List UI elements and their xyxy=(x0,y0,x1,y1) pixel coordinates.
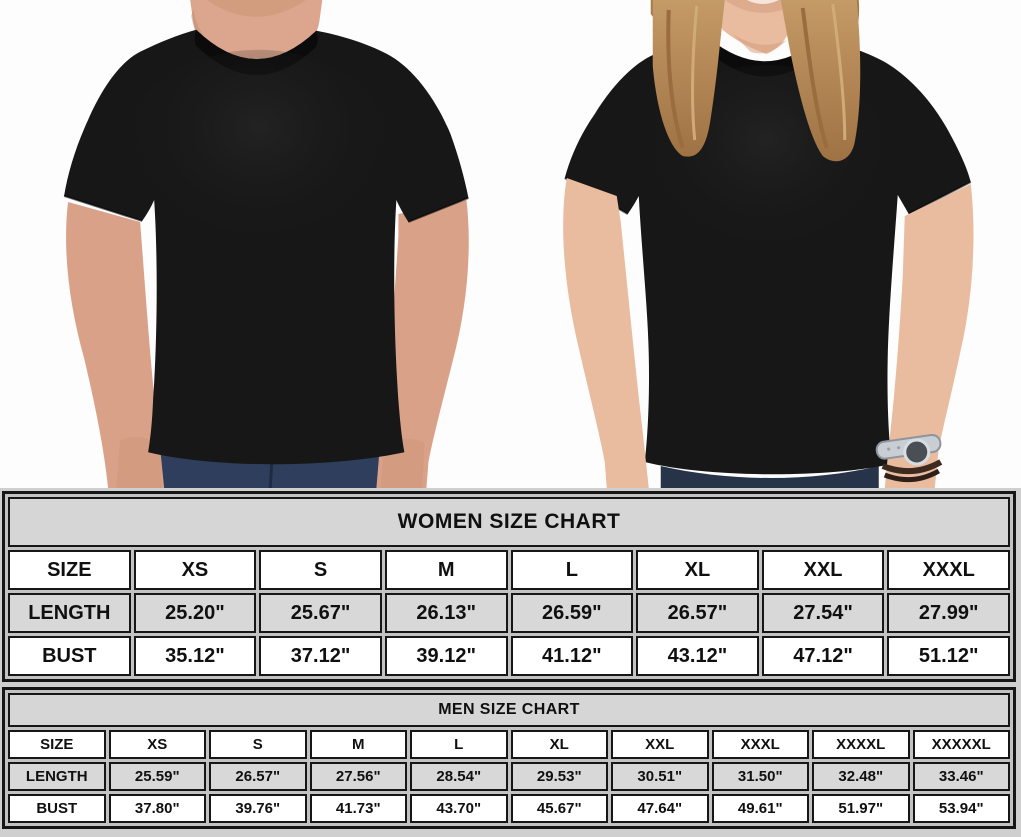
bust-row: BUST 37.80" 39.76" 41.73" 43.70" 45.67" 47.64"… xyxy=(8,794,1010,823)
bust-value-cell: 35.12" xyxy=(133,636,257,676)
length-value-cell: 29.53" xyxy=(510,762,608,791)
length-value-cell: 26.57" xyxy=(209,762,307,791)
size-column-header: XL xyxy=(510,730,608,759)
bust-row-header: BUST xyxy=(8,794,106,823)
bust-value-cell: 51.12" xyxy=(887,636,1010,676)
chart-title-row: MEN SIZE CHART xyxy=(8,693,1010,727)
length-value-cell: 27.56" xyxy=(309,762,407,791)
woman-model-photo xyxy=(510,0,1021,488)
length-row-header: LENGTH xyxy=(8,593,131,633)
size-row-header: SIZE xyxy=(8,550,131,590)
woman-jeans xyxy=(660,466,879,488)
size-row-header: SIZE xyxy=(8,730,106,759)
bust-row-header: BUST xyxy=(8,636,131,676)
woman-tshirt-collar xyxy=(706,38,820,77)
bust-value-cell: 47.64" xyxy=(611,794,709,823)
woman-bracelets xyxy=(881,459,942,483)
length-value-cell: 33.46" xyxy=(912,762,1010,791)
length-row: LENGTH 25.59" 26.57" 27.56" 28.54" 29.53" 30.5… xyxy=(8,762,1010,791)
size-column-header: XXXXL xyxy=(812,730,910,759)
men-size-chart: MEN SIZE CHART SIZE XS S M L XL XXL XXXL XXXXL XXX… xyxy=(2,687,1016,829)
size-column-header: XXL xyxy=(761,550,885,590)
length-value-cell: 26.59" xyxy=(510,593,634,633)
size-column-header: XL xyxy=(636,550,759,590)
size-column-header: XXXL xyxy=(887,550,1010,590)
bust-value-cell: 39.12" xyxy=(384,636,508,676)
size-column-header: XS xyxy=(133,550,257,590)
size-column-header: S xyxy=(259,550,382,590)
length-value-cell: 25.20" xyxy=(133,593,257,633)
length-value-cell: 25.67" xyxy=(259,593,382,633)
model-photos xyxy=(0,0,1021,488)
bust-value-cell: 45.67" xyxy=(510,794,608,823)
bust-value-cell: 39.76" xyxy=(209,794,307,823)
size-column-header: XS xyxy=(108,730,206,759)
length-value-cell: 32.48" xyxy=(812,762,910,791)
chart-title: WOMEN SIZE CHART xyxy=(8,497,1010,547)
length-row-header: LENGTH xyxy=(8,762,106,791)
size-column-header: XXXL xyxy=(711,730,809,759)
size-column-header: L xyxy=(410,730,508,759)
man-model-illustration xyxy=(0,0,511,488)
chart-title: MEN SIZE CHART xyxy=(8,693,1010,727)
length-value-cell: 30.51" xyxy=(611,762,709,791)
size-charts-section: WOMEN SIZE CHART SIZE XS S M L XL XXL XXXL LENGTH… xyxy=(0,488,1021,837)
size-column-header: XXXXXL xyxy=(912,730,1010,759)
length-value-cell: 25.59" xyxy=(108,762,206,791)
length-value-cell: 26.57" xyxy=(636,593,759,633)
bust-value-cell: 49.61" xyxy=(711,794,809,823)
man-tshirt xyxy=(63,29,469,465)
man-model-photo xyxy=(0,0,511,488)
length-value-cell: 26.13" xyxy=(384,593,508,633)
women-size-chart: WOMEN SIZE CHART SIZE XS S M L XL XXL XXXL LENGTH… xyxy=(2,491,1016,682)
bust-value-cell: 41.12" xyxy=(510,636,634,676)
size-column-header: S xyxy=(209,730,307,759)
size-header-row: SIZE XS S M L XL XXL XXXL xyxy=(8,550,1010,590)
bust-value-cell: 41.73" xyxy=(309,794,407,823)
woman-watch xyxy=(875,433,941,466)
bust-value-cell: 47.12" xyxy=(761,636,885,676)
length-value-cell: 28.54" xyxy=(410,762,508,791)
woman-arms xyxy=(562,178,974,488)
size-column-header: XXL xyxy=(611,730,709,759)
bust-value-cell: 43.70" xyxy=(410,794,508,823)
size-column-header: M xyxy=(384,550,508,590)
size-header-row: SIZE XS S M L XL XXL XXXL XXXXL XXXXXL xyxy=(8,730,1010,759)
woman-model-illustration xyxy=(510,0,1021,488)
bust-value-cell: 37.80" xyxy=(108,794,206,823)
bust-value-cell: 37.12" xyxy=(259,636,382,676)
length-row: LENGTH 25.20" 25.67" 26.13" 26.59" 26.57" 27.5… xyxy=(8,593,1010,633)
bust-value-cell: 51.97" xyxy=(812,794,910,823)
size-column-header: M xyxy=(309,730,407,759)
bust-value-cell: 43.12" xyxy=(636,636,759,676)
woman-hair-front xyxy=(652,0,860,162)
length-value-cell: 27.99" xyxy=(887,593,1010,633)
length-value-cell: 27.54" xyxy=(761,593,885,633)
chart-title-row: WOMEN SIZE CHART xyxy=(8,497,1010,547)
length-value-cell: 31.50" xyxy=(711,762,809,791)
bust-value-cell: 53.94" xyxy=(912,794,1010,823)
size-column-header: L xyxy=(510,550,634,590)
bust-row: BUST 35.12" 37.12" 39.12" 41.12" 43.12" 47.12"… xyxy=(8,636,1010,676)
